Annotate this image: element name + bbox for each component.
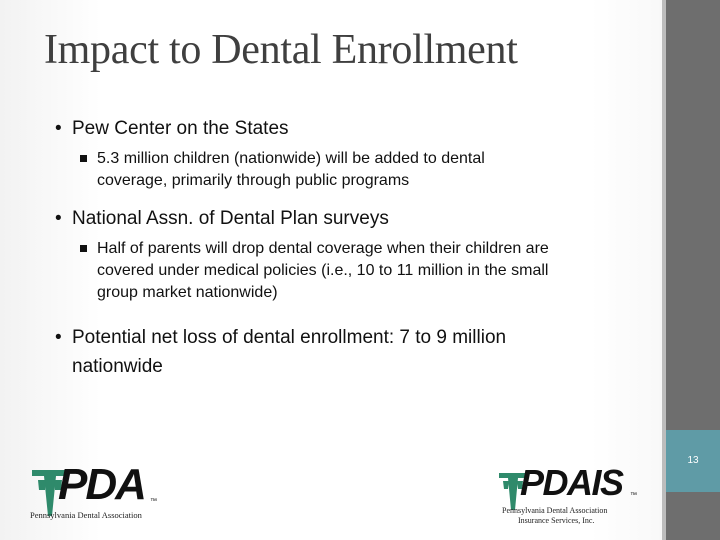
bullet-text: National Assn. of Dental Plan surveys bbox=[72, 208, 389, 229]
square-bullet-icon bbox=[80, 155, 87, 162]
bullet-dot-icon: • bbox=[55, 208, 62, 229]
bullet-net-loss: • Potential net loss of dental enrollmen… bbox=[55, 323, 507, 381]
sub-bullet-line: group market nationwide) bbox=[97, 284, 278, 301]
slide-title: Impact to Dental Enrollment bbox=[44, 27, 518, 73]
square-bullet-icon bbox=[80, 245, 87, 252]
tooth-emblem-icon bbox=[499, 473, 527, 510]
pdais-logo: PDAIS ™ Pennsylvania Dental Association … bbox=[496, 462, 646, 526]
bullet-dot-icon: • bbox=[55, 118, 62, 139]
pda-caption: Pennsylvania Dental Association bbox=[30, 510, 142, 520]
pdais-caption-line1: Pennsylvania Dental Association bbox=[502, 506, 608, 515]
sub-bullet-line: coverage, primarily through public progr… bbox=[97, 172, 410, 189]
pdais-trademark: ™ bbox=[630, 492, 637, 499]
sub-bullet-line: covered under medical policies (i.e., 10… bbox=[97, 262, 549, 279]
sub-bullet-line: Half of parents will drop dental coverag… bbox=[97, 240, 549, 257]
pdais-caption-line2: Insurance Services, Inc. bbox=[518, 516, 595, 525]
bullet-text-line: nationwide bbox=[72, 356, 163, 377]
bullet-dot-icon: • bbox=[55, 327, 62, 348]
page-number-box bbox=[666, 430, 720, 492]
bullet-nadp-surveys: • National Assn. of Dental Plan surveys bbox=[55, 204, 389, 233]
bullet-text: Pew Center on the States bbox=[72, 118, 289, 139]
bullet-pew-center: • Pew Center on the States bbox=[55, 114, 289, 143]
sidebar-divider bbox=[662, 0, 666, 540]
pda-wordmark: PDA bbox=[58, 460, 147, 509]
pdais-wordmark: PDAIS bbox=[520, 462, 624, 503]
pda-trademark: ™ bbox=[150, 498, 157, 505]
bullet-text-line: Potential net loss of dental enrollment:… bbox=[72, 327, 507, 348]
pda-logo: PDA ™ Pennsylvania Dental Association bbox=[26, 460, 166, 524]
sub-bullet-pew: 5.3 million children (nationwide) will b… bbox=[80, 148, 485, 192]
sub-bullet-line: 5.3 million children (nationwide) will b… bbox=[97, 150, 485, 167]
page-number: 13 bbox=[687, 455, 699, 466]
tooth-emblem-icon bbox=[32, 470, 68, 516]
sub-bullet-nadp: Half of parents will drop dental coverag… bbox=[80, 238, 549, 304]
